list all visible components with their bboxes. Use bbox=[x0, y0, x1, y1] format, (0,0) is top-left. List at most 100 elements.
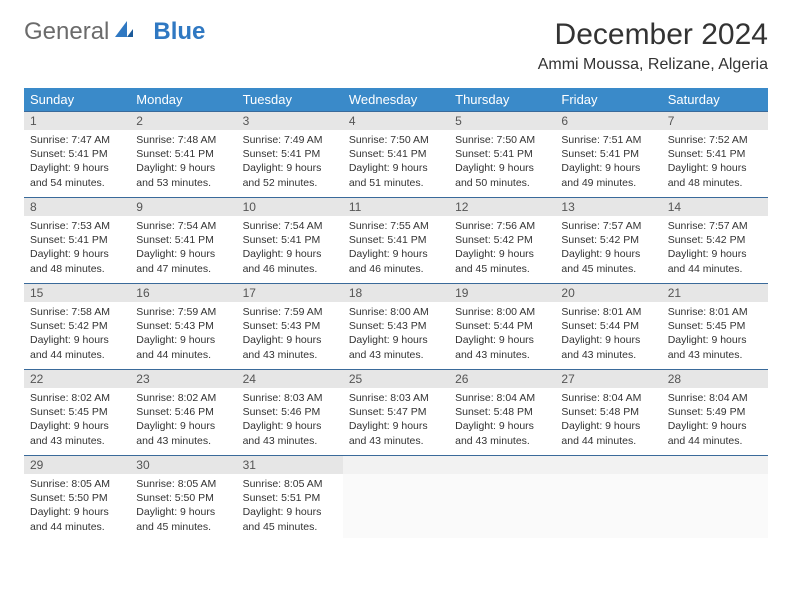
day-body: Sunrise: 8:00 AMSunset: 5:43 PMDaylight:… bbox=[343, 302, 449, 366]
calendar-header-row: SundayMondayTuesdayWednesdayThursdayFrid… bbox=[24, 88, 768, 112]
day-number: 10 bbox=[237, 198, 343, 216]
daylight-line-2: and 47 minutes. bbox=[136, 262, 230, 276]
calendar-day-cell: 13Sunrise: 7:57 AMSunset: 5:42 PMDayligh… bbox=[555, 198, 661, 284]
day-number: 15 bbox=[24, 284, 130, 302]
day-body: Sunrise: 8:04 AMSunset: 5:48 PMDaylight:… bbox=[555, 388, 661, 452]
daylight-line-2: and 43 minutes. bbox=[136, 434, 230, 448]
calendar-day-cell: 20Sunrise: 8:01 AMSunset: 5:44 PMDayligh… bbox=[555, 284, 661, 370]
logo-text-1: General bbox=[24, 18, 109, 46]
daylight-line-1: Daylight: 9 hours bbox=[349, 247, 443, 261]
day-body: Sunrise: 7:47 AMSunset: 5:41 PMDaylight:… bbox=[24, 130, 130, 194]
daylight-line-2: and 44 minutes. bbox=[136, 348, 230, 362]
day-body: Sunrise: 7:48 AMSunset: 5:41 PMDaylight:… bbox=[130, 130, 236, 194]
daylight-line-1: Daylight: 9 hours bbox=[136, 505, 230, 519]
calendar-day-cell: 30Sunrise: 8:05 AMSunset: 5:50 PMDayligh… bbox=[130, 456, 236, 542]
sunrise-line: Sunrise: 7:55 AM bbox=[349, 219, 443, 233]
day-body: Sunrise: 8:05 AMSunset: 5:50 PMDaylight:… bbox=[24, 474, 130, 538]
sunset-line: Sunset: 5:43 PM bbox=[136, 319, 230, 333]
calendar-day-cell: 17Sunrise: 7:59 AMSunset: 5:43 PMDayligh… bbox=[237, 284, 343, 370]
calendar-day-cell: 14Sunrise: 7:57 AMSunset: 5:42 PMDayligh… bbox=[662, 198, 768, 284]
header: General Blue December 2024 Ammi Moussa, … bbox=[24, 18, 768, 74]
day-number: 25 bbox=[343, 370, 449, 388]
daylight-line-1: Daylight: 9 hours bbox=[455, 247, 549, 261]
sunset-line: Sunset: 5:41 PM bbox=[243, 147, 337, 161]
sunset-line: Sunset: 5:41 PM bbox=[349, 147, 443, 161]
day-number: 20 bbox=[555, 284, 661, 302]
calendar-day-cell: 8Sunrise: 7:53 AMSunset: 5:41 PMDaylight… bbox=[24, 198, 130, 284]
daylight-line-1: Daylight: 9 hours bbox=[349, 419, 443, 433]
day-body: Sunrise: 7:50 AMSunset: 5:41 PMDaylight:… bbox=[343, 130, 449, 194]
daylight-line-2: and 45 minutes. bbox=[136, 520, 230, 534]
day-number: 16 bbox=[130, 284, 236, 302]
day-number: 13 bbox=[555, 198, 661, 216]
month-title: December 2024 bbox=[538, 18, 768, 52]
sunrise-line: Sunrise: 7:54 AM bbox=[243, 219, 337, 233]
calendar-week-row: 29Sunrise: 8:05 AMSunset: 5:50 PMDayligh… bbox=[24, 456, 768, 542]
day-body bbox=[343, 474, 449, 538]
logo-sail-icon bbox=[113, 18, 135, 46]
day-body: Sunrise: 7:54 AMSunset: 5:41 PMDaylight:… bbox=[237, 216, 343, 280]
day-body: Sunrise: 8:05 AMSunset: 5:51 PMDaylight:… bbox=[237, 474, 343, 538]
daylight-line-2: and 43 minutes. bbox=[349, 434, 443, 448]
sunrise-line: Sunrise: 8:03 AM bbox=[349, 391, 443, 405]
daylight-line-1: Daylight: 9 hours bbox=[30, 505, 124, 519]
calendar-day-cell: 26Sunrise: 8:04 AMSunset: 5:48 PMDayligh… bbox=[449, 370, 555, 456]
daylight-line-2: and 51 minutes. bbox=[349, 176, 443, 190]
sunrise-line: Sunrise: 7:57 AM bbox=[668, 219, 762, 233]
day-header: Friday bbox=[555, 88, 661, 112]
day-number: 8 bbox=[24, 198, 130, 216]
day-number: 7 bbox=[662, 112, 768, 130]
day-body: Sunrise: 8:04 AMSunset: 5:48 PMDaylight:… bbox=[449, 388, 555, 452]
calendar-week-row: 22Sunrise: 8:02 AMSunset: 5:45 PMDayligh… bbox=[24, 370, 768, 456]
day-number: 19 bbox=[449, 284, 555, 302]
daylight-line-2: and 49 minutes. bbox=[561, 176, 655, 190]
day-number: 24 bbox=[237, 370, 343, 388]
calendar-day-cell: 4Sunrise: 7:50 AMSunset: 5:41 PMDaylight… bbox=[343, 112, 449, 198]
sunset-line: Sunset: 5:44 PM bbox=[455, 319, 549, 333]
daylight-line-1: Daylight: 9 hours bbox=[243, 505, 337, 519]
sunset-line: Sunset: 5:51 PM bbox=[243, 491, 337, 505]
logo: General Blue bbox=[24, 18, 205, 46]
day-header: Thursday bbox=[449, 88, 555, 112]
daylight-line-2: and 43 minutes. bbox=[30, 434, 124, 448]
day-number: 9 bbox=[130, 198, 236, 216]
daylight-line-2: and 43 minutes. bbox=[243, 348, 337, 362]
day-number bbox=[555, 456, 661, 474]
sunrise-line: Sunrise: 7:56 AM bbox=[455, 219, 549, 233]
sunrise-line: Sunrise: 7:51 AM bbox=[561, 133, 655, 147]
daylight-line-2: and 44 minutes. bbox=[30, 348, 124, 362]
day-body: Sunrise: 7:49 AMSunset: 5:41 PMDaylight:… bbox=[237, 130, 343, 194]
sunrise-line: Sunrise: 7:52 AM bbox=[668, 133, 762, 147]
sunrise-line: Sunrise: 8:04 AM bbox=[455, 391, 549, 405]
calendar-day-cell: 18Sunrise: 8:00 AMSunset: 5:43 PMDayligh… bbox=[343, 284, 449, 370]
daylight-line-1: Daylight: 9 hours bbox=[243, 419, 337, 433]
calendar-day-cell: 3Sunrise: 7:49 AMSunset: 5:41 PMDaylight… bbox=[237, 112, 343, 198]
sunrise-line: Sunrise: 7:59 AM bbox=[243, 305, 337, 319]
day-header: Monday bbox=[130, 88, 236, 112]
location: Ammi Moussa, Relizane, Algeria bbox=[538, 56, 768, 74]
sunrise-line: Sunrise: 7:50 AM bbox=[455, 133, 549, 147]
day-body: Sunrise: 8:03 AMSunset: 5:47 PMDaylight:… bbox=[343, 388, 449, 452]
calendar-week-row: 8Sunrise: 7:53 AMSunset: 5:41 PMDaylight… bbox=[24, 198, 768, 284]
daylight-line-1: Daylight: 9 hours bbox=[349, 333, 443, 347]
day-number: 12 bbox=[449, 198, 555, 216]
daylight-line-1: Daylight: 9 hours bbox=[455, 161, 549, 175]
sunset-line: Sunset: 5:44 PM bbox=[561, 319, 655, 333]
sunrise-line: Sunrise: 8:04 AM bbox=[561, 391, 655, 405]
day-number bbox=[662, 456, 768, 474]
daylight-line-1: Daylight: 9 hours bbox=[561, 333, 655, 347]
day-number: 14 bbox=[662, 198, 768, 216]
sunset-line: Sunset: 5:48 PM bbox=[455, 405, 549, 419]
calendar-day-cell: 27Sunrise: 8:04 AMSunset: 5:48 PMDayligh… bbox=[555, 370, 661, 456]
daylight-line-1: Daylight: 9 hours bbox=[136, 419, 230, 433]
daylight-line-1: Daylight: 9 hours bbox=[668, 333, 762, 347]
sunrise-line: Sunrise: 8:01 AM bbox=[668, 305, 762, 319]
daylight-line-1: Daylight: 9 hours bbox=[30, 161, 124, 175]
sunrise-line: Sunrise: 7:57 AM bbox=[561, 219, 655, 233]
logo-text-2: Blue bbox=[153, 18, 205, 46]
day-body: Sunrise: 8:03 AMSunset: 5:46 PMDaylight:… bbox=[237, 388, 343, 452]
sunset-line: Sunset: 5:41 PM bbox=[349, 233, 443, 247]
day-body: Sunrise: 7:50 AMSunset: 5:41 PMDaylight:… bbox=[449, 130, 555, 194]
day-body: Sunrise: 8:01 AMSunset: 5:45 PMDaylight:… bbox=[662, 302, 768, 366]
day-body: Sunrise: 7:52 AMSunset: 5:41 PMDaylight:… bbox=[662, 130, 768, 194]
